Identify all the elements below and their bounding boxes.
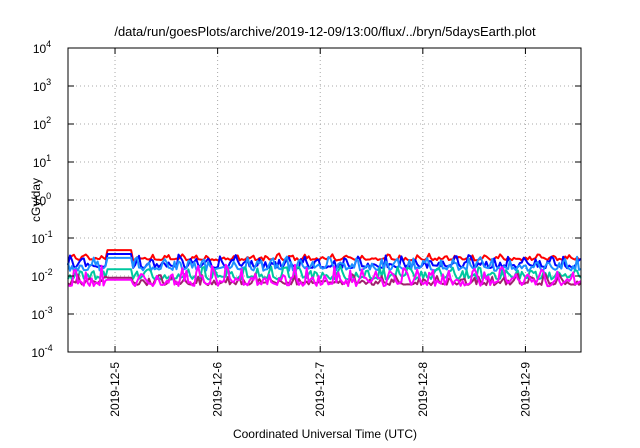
y-tick-label: 103 — [33, 77, 51, 94]
series-line — [67, 255, 582, 272]
y-tick-exponent: 0 — [46, 191, 51, 201]
y-tick-label: 102 — [33, 115, 51, 132]
y-tick-label: 10-4 — [31, 343, 52, 360]
x-tick-label: 2019-12-7 — [313, 362, 327, 417]
y-tick-exponent: -2 — [45, 267, 53, 277]
y-tick-label: 10-1 — [31, 229, 52, 246]
series-line — [67, 263, 582, 288]
y-tick-label: 104 — [33, 39, 51, 56]
y-tick-exponent: -3 — [45, 305, 53, 315]
y-tick-label: 101 — [33, 153, 51, 170]
y-tick-exponent: 4 — [46, 39, 51, 49]
y-axis-label: cGy/day — [29, 178, 43, 222]
y-tick-exponent: 2 — [46, 115, 51, 125]
y-tick-exponent: -1 — [45, 229, 53, 239]
y-tick-exponent: 3 — [46, 77, 51, 87]
series-lines — [67, 249, 582, 288]
chart-title: /data/run/goesPlots/archive/2019-12-09/1… — [114, 24, 536, 39]
x-tick-label: 2019-12-8 — [416, 362, 430, 417]
x-axis-label: Coordinated Universal Time (UTC) — [233, 427, 417, 441]
y-tick-exponent: -4 — [45, 343, 53, 353]
x-tick-label: 2019-12-9 — [518, 362, 532, 417]
series-line — [67, 249, 582, 262]
x-axis-ticks: 2019-12-5 2019-12-6 2019-12-7 2019-12-8 2019… — [108, 48, 532, 417]
x-tick-label: 2019-12-5 — [108, 362, 122, 417]
x-tick-label: 2019-12-6 — [211, 362, 225, 417]
grid-lines — [68, 48, 581, 352]
y-tick-exponent: 1 — [46, 153, 51, 163]
y-tick-label: 10-2 — [31, 267, 52, 284]
y-tick-label: 10-3 — [31, 305, 52, 322]
